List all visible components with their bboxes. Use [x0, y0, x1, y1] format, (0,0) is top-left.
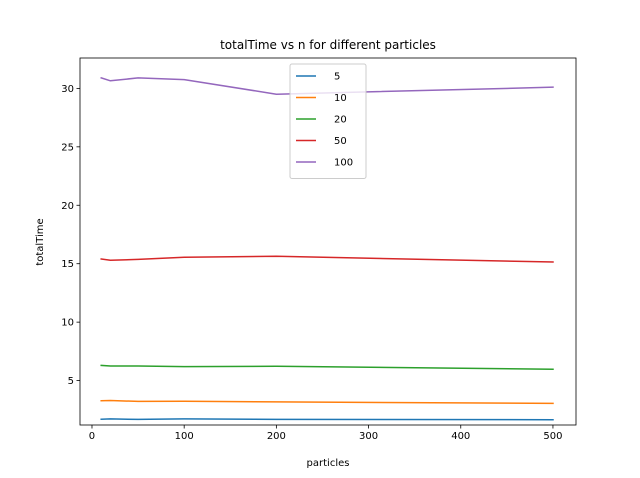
x-tick-label: 400: [451, 431, 470, 442]
x-axis-label: particles: [307, 458, 350, 469]
axes: [79, 57, 577, 426]
chart-title: totalTime vs n for different particles: [220, 38, 436, 52]
ticks: 0 100 200 300 400 500 5 10 15 20 25 30: [61, 84, 562, 442]
x-tick-label: 500: [543, 431, 562, 442]
legend-label-100: 100: [334, 158, 353, 169]
y-tick-label: 15: [61, 259, 74, 270]
x-tick-label: 100: [175, 431, 194, 442]
y-tick-label: 30: [61, 84, 74, 95]
y-tick-label: 20: [61, 201, 74, 212]
legend-label-10: 10: [334, 93, 347, 104]
series-line-10: [100, 399, 554, 405]
series-line-5: [100, 418, 554, 421]
legend-box: [289, 63, 367, 179]
x-tick-label: 200: [267, 431, 286, 442]
y-tick-label: 25: [61, 142, 74, 153]
legend-label-5: 5: [334, 72, 340, 83]
plot-frame: [79, 57, 577, 426]
series-layer: [100, 76, 554, 421]
legend-label-50: 50: [334, 136, 347, 147]
x-tick-label: 0: [89, 431, 95, 442]
y-tick-label: 10: [61, 318, 74, 329]
y-axis-label: totalTime: [35, 218, 46, 265]
legend-label-20: 20: [334, 115, 347, 126]
x-tick-label: 300: [359, 431, 378, 442]
y-tick-label: 5: [68, 376, 74, 387]
series-line-20: [100, 364, 554, 370]
series-line-50: [100, 255, 554, 263]
legend: 5 10 20 50 100: [289, 63, 367, 179]
